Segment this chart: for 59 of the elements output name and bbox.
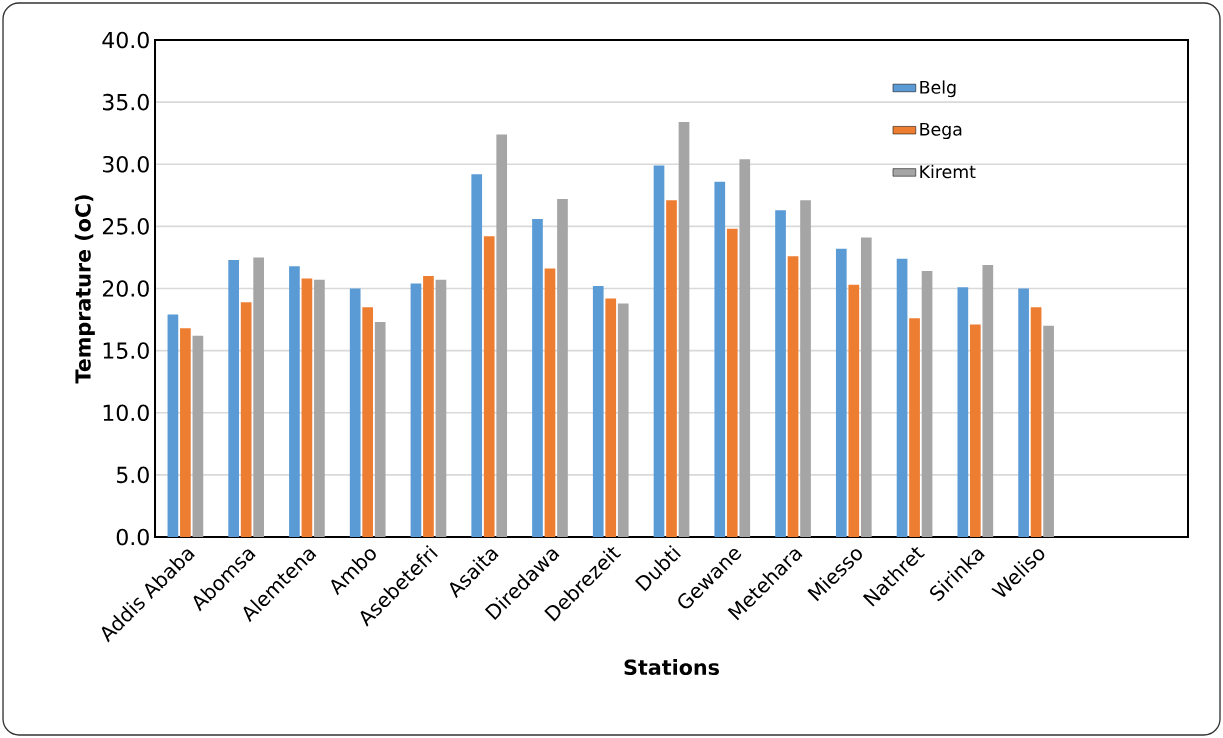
y-tick-label: 20.0 [102,280,149,297]
bar [739,159,751,537]
bar [192,335,204,537]
bar [860,237,872,537]
bar [435,279,447,537]
y-tick-label: 15.0 [103,342,149,359]
bar [592,286,604,537]
bar [289,266,300,537]
y-tick-label: 0.0 [116,528,149,546]
bar [253,257,264,537]
bar [483,236,495,537]
bar [787,256,799,537]
bar [240,302,252,537]
legend-label: Belg [920,80,956,98]
bar [1030,307,1042,537]
bar [544,268,556,537]
bar [1018,288,1029,537]
bar [471,174,483,537]
bar [909,318,920,537]
y-tick-label: 25.0 [102,218,149,235]
bar [848,284,860,537]
bar [921,271,933,537]
y-tick-label: 10.0 [103,404,149,422]
bar [1043,325,1054,537]
bar [605,298,617,537]
y-tick-label: 35.0 [102,93,149,111]
bar [423,276,434,537]
bar [982,264,994,537]
bar [896,258,908,537]
bar [362,307,374,537]
bar [835,248,847,537]
bar [969,324,981,537]
y-tick-label: 30.0 [102,155,149,173]
bar [180,328,191,537]
bar [726,228,738,537]
bar [167,314,179,537]
bar [532,218,543,537]
bar [653,165,665,537]
bar [666,200,677,537]
bar [557,199,568,537]
x-axis-title: Stations [624,659,719,676]
bar [678,122,690,537]
bar [410,283,422,537]
bar [228,259,240,537]
bar [714,181,726,537]
bar [349,288,361,537]
y-axis-title: Temprature (oC) [74,195,95,384]
bar [800,200,811,537]
bar [775,210,786,537]
legend-label: Kiremt [920,164,976,179]
bar [617,303,629,537]
bar [957,287,969,537]
bar [374,322,386,537]
y-tick-label: 40.0 [102,31,149,49]
legend-label: Bega [920,122,962,140]
y-tick-label: 5.0 [117,466,149,484]
bar [314,279,325,537]
bar [496,134,508,537]
bar [301,278,313,537]
